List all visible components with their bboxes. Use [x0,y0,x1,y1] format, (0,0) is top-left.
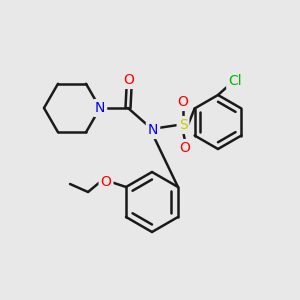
Text: O: O [100,175,112,189]
Text: O: O [124,73,134,87]
Text: Cl: Cl [228,74,242,88]
Text: O: O [180,141,190,155]
Text: N: N [95,101,105,115]
Text: O: O [178,95,188,109]
Text: S: S [178,118,188,132]
Text: N: N [148,123,158,137]
